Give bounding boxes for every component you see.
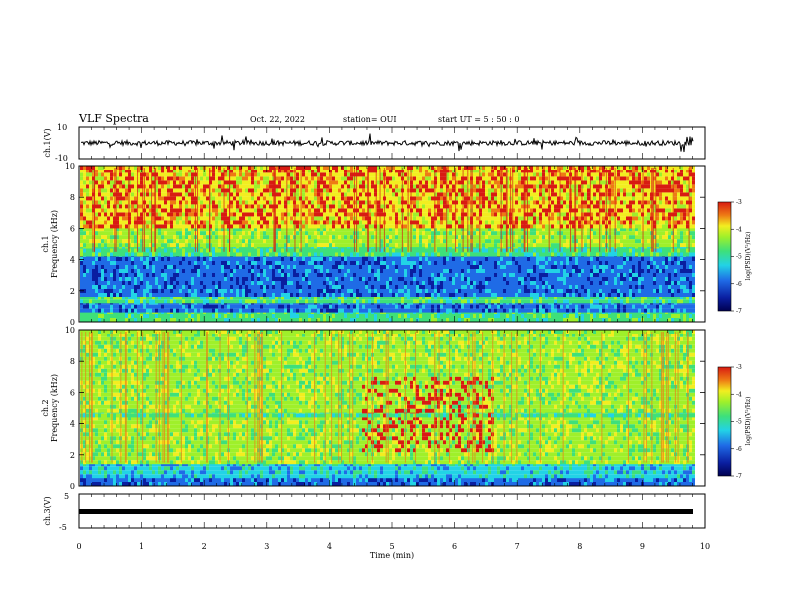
- ch1-channel-label: ch.1: [41, 235, 50, 252]
- ch3-waveform-trace: [79, 509, 693, 514]
- ch2-ylabel: Frequency (kHz): [50, 374, 59, 442]
- x-tick-label: 3: [264, 542, 269, 551]
- ch1-colorbar-label: log(PSD)(V²/Hz): [745, 232, 752, 281]
- ch2-colorbar: -3 -4 -5 -6 -7 log(PSD)(V²/Hz): [718, 364, 752, 480]
- colorbar-tick-label: -4: [736, 391, 742, 398]
- ch1-ylabel: Frequency (kHz): [50, 210, 59, 278]
- y-tick-label: 8: [70, 357, 75, 366]
- colorbar-tick-label: -4: [736, 226, 742, 233]
- ch3-ylabel: ch.3(V): [43, 496, 52, 525]
- ch2-colorbar-gradient: [718, 367, 731, 476]
- ch1-ytick-top: 10: [57, 123, 67, 132]
- x-tick-label: 0: [76, 542, 81, 551]
- ch1-ylabel: ch.1(V): [43, 128, 52, 157]
- colorbar-tick-label: -5: [736, 254, 742, 261]
- y-tick-label: 6: [70, 224, 75, 233]
- x-tick-label: 1: [139, 542, 144, 551]
- date-label: Oct. 22, 2022: [250, 115, 305, 124]
- x-tick-label: 6: [452, 542, 457, 551]
- figure-title: VLF Spectra: [78, 112, 149, 125]
- colorbar-tick-label: -6: [736, 446, 742, 453]
- ch2-spectrogram-panel: 0 2 4 6 8 10 ch.2 Frequency (kHz): [41, 326, 705, 491]
- x-tick-label: 8: [577, 542, 582, 551]
- y-tick-label: 2: [70, 451, 75, 460]
- y-tick-label: 0: [70, 482, 75, 491]
- y-tick-label: 10: [65, 326, 75, 335]
- x-tick-label: 9: [640, 542, 645, 551]
- colorbar-tick-label: -5: [736, 419, 742, 426]
- x-tick-label: 7: [515, 542, 520, 551]
- colorbar-tick-label: -3: [736, 364, 742, 371]
- y-tick-label: 10: [65, 162, 75, 171]
- colorbar-tick-label: -3: [736, 199, 742, 206]
- ch2-channel-label: ch.2: [41, 399, 50, 416]
- colorbar-tick-label: -6: [736, 281, 742, 288]
- colorbar-tick-label: -7: [736, 473, 742, 480]
- x-tick-label: 10: [700, 542, 710, 551]
- ch3-waveform-panel: 5 -5 ch.3(V): [43, 492, 705, 532]
- ch1-colorbar-gradient: [718, 202, 731, 311]
- x-tick-label: 2: [202, 542, 207, 551]
- colorbar-tick-label: -7: [736, 308, 742, 315]
- ch1-waveform-panel: 10 -10 ch.1(V): [43, 123, 705, 163]
- x-axis-label: Time (min): [370, 551, 414, 560]
- x-tick-label: 4: [327, 542, 332, 551]
- y-tick-label: 2: [70, 287, 75, 296]
- ch2-spectrogram-image: [79, 330, 705, 486]
- ch3-ytick-bottom: -5: [59, 523, 67, 532]
- y-tick-label: 4: [70, 420, 75, 429]
- ch1-colorbar: -3 -4 -5 -6 -7 log(PSD)(V²/Hz): [718, 199, 752, 315]
- ch1-spectrogram-image: [79, 166, 705, 322]
- ch2-colorbar-label: log(PSD)(V²/Hz): [745, 397, 752, 446]
- ch3-ytick-top: 5: [64, 492, 69, 501]
- y-tick-label: 8: [70, 193, 75, 202]
- y-tick-label: 6: [70, 388, 75, 397]
- y-tick-label: 4: [70, 256, 75, 265]
- x-tick-label: 5: [389, 542, 394, 551]
- start-time-label: start UT = 5 : 50 : 0: [438, 115, 519, 124]
- station-label: station= OUI: [343, 115, 397, 124]
